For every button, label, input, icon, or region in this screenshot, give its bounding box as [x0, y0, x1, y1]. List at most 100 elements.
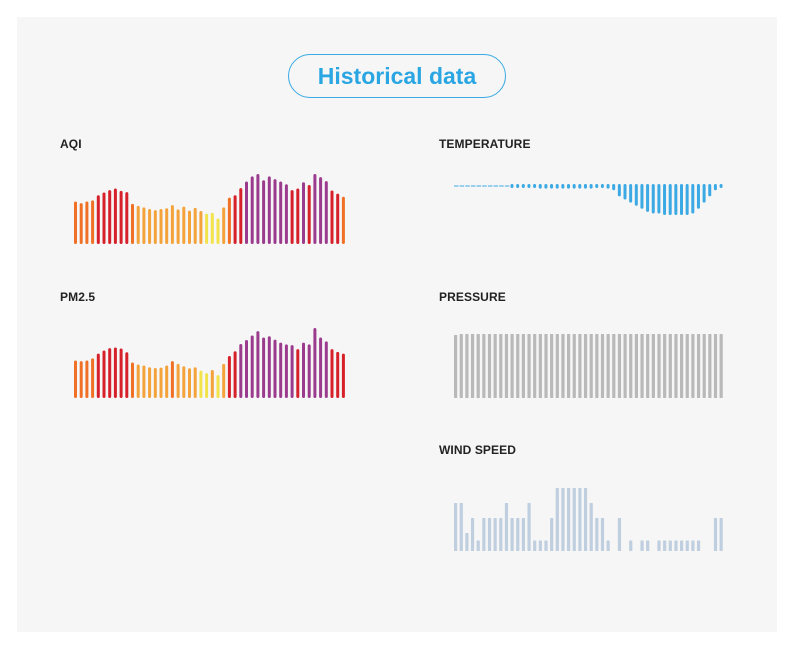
- wind-speed-bar: [663, 540, 667, 551]
- pressure-bar: [623, 334, 627, 398]
- temperature-bar: [691, 184, 695, 214]
- pm25-bar: [131, 362, 134, 398]
- pressure-bar: [544, 334, 548, 398]
- pm25-bar: [85, 360, 89, 398]
- temperature-bar: [583, 184, 587, 189]
- wind-speed-bar: [617, 518, 622, 551]
- aqi-bar: [324, 181, 328, 244]
- temperature-bar: [629, 184, 633, 203]
- temperature-bar: [555, 184, 559, 189]
- temperature-bar: [470, 185, 476, 187]
- pm25-bar: [336, 351, 340, 398]
- pressure-bar: [617, 334, 622, 398]
- aqi-bar: [273, 179, 277, 244]
- pressure-bar: [538, 334, 542, 398]
- pm25-bar: [153, 367, 157, 398]
- wind-speed-bar: [674, 540, 678, 551]
- wind-speed-bar: [606, 540, 610, 551]
- wind-speed-bar: [499, 518, 503, 551]
- pm25-bar: [302, 342, 305, 398]
- pressure-bar: [657, 334, 661, 398]
- wind-speed-bar: [600, 518, 605, 551]
- aqi-bar: [302, 182, 305, 244]
- aqi-bar: [239, 188, 243, 244]
- wind-speed-bar: [567, 488, 571, 551]
- pressure-bar: [578, 334, 582, 398]
- aqi-bar: [102, 192, 106, 244]
- aqi-bar: [182, 206, 186, 244]
- pm25-bar: [239, 344, 243, 398]
- pm25-bar: [119, 348, 123, 398]
- aqi-bar: [267, 176, 271, 244]
- pressure-bar: [719, 334, 723, 398]
- pm25-bar: [108, 348, 112, 398]
- temperature-bar: [510, 184, 514, 188]
- aqi-bar: [222, 207, 226, 244]
- pm25-chart: [74, 328, 345, 398]
- wind-speed-bar: [454, 503, 458, 551]
- pressure-bar: [634, 334, 638, 398]
- pm25-bar: [193, 367, 197, 398]
- wind-speed-chart: [454, 488, 723, 551]
- aqi-bar: [279, 181, 283, 244]
- aqi-bar: [136, 205, 140, 244]
- pressure-bar: [487, 334, 492, 398]
- pm25-bar: [96, 353, 100, 398]
- pm25-bar: [205, 373, 209, 398]
- pm25-bar: [319, 337, 323, 398]
- aqi-bar: [307, 185, 311, 244]
- pressure-bar: [668, 334, 672, 398]
- pm25-bar: [74, 360, 77, 398]
- wind-speed-bar: [578, 488, 582, 551]
- wind-speed-bar: [561, 488, 565, 551]
- aqi-bar: [193, 207, 197, 244]
- pm25-bar: [142, 365, 146, 398]
- pressure-bar: [696, 334, 701, 398]
- pm25-bar: [165, 365, 169, 398]
- aqi-bar: [91, 200, 95, 244]
- pressure-bar: [708, 334, 712, 398]
- pm25-bar: [341, 353, 345, 398]
- wind-speed-bar: [572, 488, 576, 551]
- pm25-bar: [176, 363, 180, 398]
- pressure-bar: [680, 334, 684, 398]
- page-title: Historical data: [288, 54, 506, 98]
- pressure-bar: [510, 334, 514, 398]
- wind-speed-bar: [680, 540, 684, 551]
- pressure-bar: [685, 334, 689, 398]
- pressure-bar: [555, 334, 559, 398]
- temperature-bar: [499, 185, 504, 187]
- aqi-bar: [262, 180, 266, 244]
- aqi-bar: [313, 174, 317, 244]
- pm25-bar: [262, 337, 266, 398]
- pm25-bar: [227, 356, 231, 398]
- temperature-bar: [595, 184, 599, 188]
- wind-speed-bar: [482, 518, 486, 551]
- pressure-bar: [691, 334, 695, 398]
- temperature-bar: [567, 184, 570, 189]
- aqi-bar: [284, 184, 288, 244]
- pm25-bar: [296, 349, 300, 398]
- wind-speed-bar: [696, 540, 701, 551]
- pm25-bar: [307, 344, 311, 398]
- wind-speed-bar: [668, 540, 672, 551]
- aqi-bar: [205, 213, 209, 244]
- temperature-bar: [454, 185, 459, 187]
- pm25-bar: [148, 367, 152, 398]
- temperature-bar: [600, 184, 604, 188]
- pressure-bar: [595, 334, 599, 398]
- aqi-bar: [170, 205, 174, 244]
- aqi-bar: [227, 197, 231, 244]
- pressure-bar: [589, 334, 593, 398]
- wind-speed-bar: [589, 503, 593, 551]
- wind-speed-bar: [544, 540, 548, 551]
- pressure-bar: [493, 334, 497, 398]
- temperature-bar: [640, 184, 644, 209]
- pm25-bar: [170, 361, 174, 398]
- wind-speed-bar: [487, 518, 492, 551]
- aqi-bar: [96, 195, 100, 244]
- temperature-bar: [533, 184, 537, 188]
- pm25-bar: [284, 344, 288, 398]
- temperature-chart-label: TEMPERATURE: [439, 137, 531, 151]
- wind-speed-bar: [595, 518, 599, 551]
